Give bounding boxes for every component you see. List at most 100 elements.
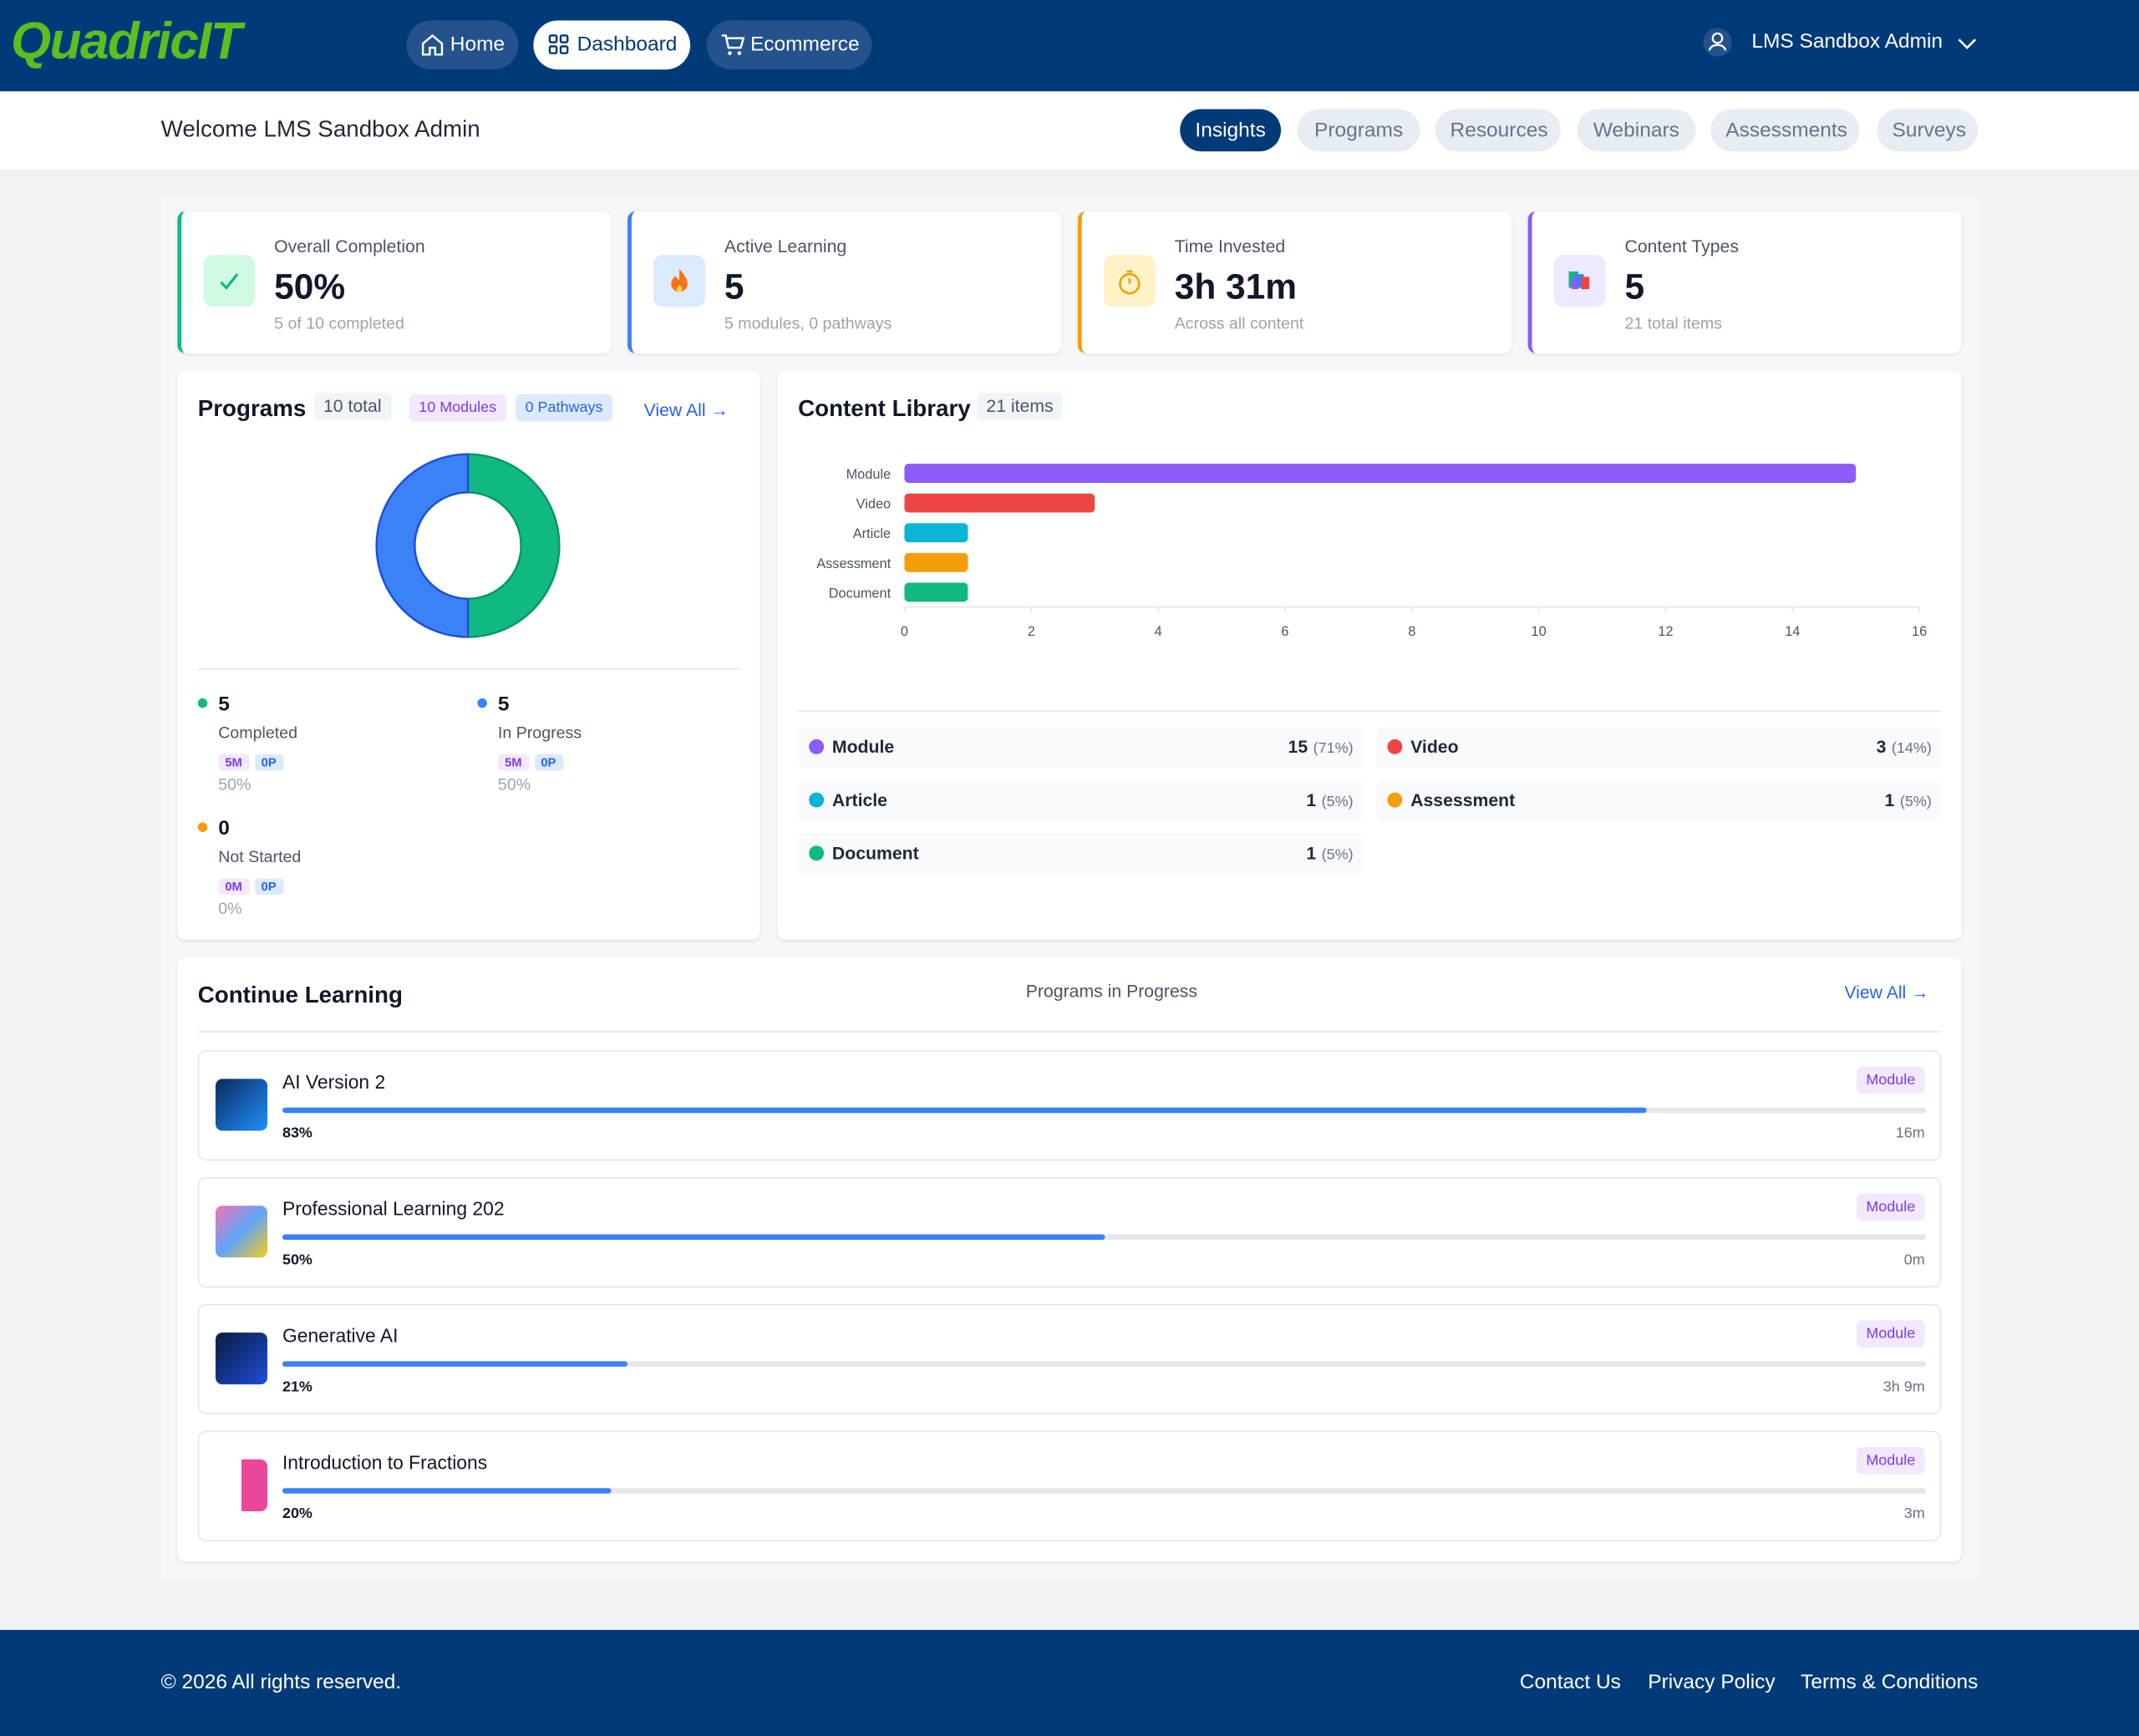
y-tick-label: Article — [853, 526, 891, 541]
legend-name: Assessment — [1410, 789, 1516, 810]
footer-link[interactable]: Privacy Policy — [1648, 1670, 1776, 1694]
stat-value: 50% — [274, 266, 346, 307]
tab[interactable]: Resources — [1435, 109, 1561, 152]
y-tick-label: Video — [856, 497, 891, 512]
progress-label: 21% — [282, 1378, 312, 1396]
stat-label: Content Types — [1624, 236, 1739, 256]
legend-share: (14%) — [1891, 740, 1932, 758]
status-dot — [477, 698, 487, 708]
status: 5 Completed 5M 0P 50% — [197, 693, 457, 802]
stat-sub: 5 modules, 0 pathways — [724, 313, 892, 333]
course-item[interactable]: AI Version 2 Module 83% 16m — [197, 1050, 1942, 1161]
view-all[interactable]: View All → — [1844, 982, 1929, 1003]
legend-share: (5%) — [1321, 846, 1354, 864]
legend-row: Assessment 1 (5%) — [1376, 779, 1942, 821]
status: 5 In Progress 5M 0P 50% — [477, 693, 736, 802]
tab[interactable]: Webinars — [1577, 109, 1696, 152]
nav-link[interactable]: Ecommerce — [706, 20, 872, 70]
tab[interactable]: Insights — [1180, 109, 1282, 152]
view-all[interactable]: View All → — [643, 399, 729, 420]
pathways-chip: 0 Pathways — [516, 393, 612, 422]
sub-header: Welcome LMS Sandbox Admin Insights Progra… — [0, 91, 2139, 170]
badge: 0P — [534, 754, 563, 771]
legend-name: Article — [831, 789, 887, 810]
legend-count: 3 — [1876, 736, 1887, 758]
bar — [904, 552, 968, 572]
status-dot — [197, 822, 208, 832]
progress-label: 50% — [282, 1251, 312, 1269]
stat-icon — [653, 255, 706, 307]
stat-value: 5 — [724, 266, 744, 307]
nav-label: Dashboard — [577, 33, 678, 56]
course-item[interactable]: Generative AI Module 21% 3h 9m — [197, 1303, 1942, 1415]
nav-link[interactable]: Dashboard — [533, 20, 691, 70]
status-badges: 5M 0P — [218, 749, 288, 773]
y-tick-label: Document — [829, 586, 892, 601]
thumbnail — [215, 1079, 267, 1131]
user-icon — [1703, 28, 1732, 57]
stat-icon — [1103, 255, 1156, 307]
status-percent: 50% — [497, 774, 531, 794]
course-item[interactable]: Professional Learning 202 Module 50% 0m — [197, 1176, 1942, 1288]
thumbnail — [215, 1332, 267, 1385]
stat-card: Content Types 5 21 total items — [1527, 211, 1962, 353]
progress-bar — [282, 1488, 612, 1494]
nav-icon — [721, 34, 745, 55]
legend-share: (71%) — [1313, 740, 1354, 758]
x-tick-label: 12 — [1658, 624, 1673, 639]
legend-row: Article 1 (5%) — [798, 779, 1364, 821]
progress-bar — [282, 1234, 1105, 1241]
donut-segment — [375, 453, 470, 638]
library-count: 21 items — [976, 393, 1064, 420]
bar-chart: 0 2 4 6 8 10 12 14 16 Module Video Article Assessmen… — [816, 464, 1927, 639]
stat-card: Active Learning 5 5 modules, 0 pathways — [627, 211, 1062, 353]
tab[interactable]: Programs — [1297, 109, 1420, 152]
status-percent: 50% — [218, 774, 251, 794]
footer-link[interactable]: Contact Us — [1519, 1670, 1621, 1694]
legend-count: 1 — [1306, 842, 1317, 864]
status-count: 5 — [218, 693, 230, 717]
x-tick-label: 10 — [1532, 624, 1547, 639]
divider — [197, 667, 741, 670]
stat-label: Time Invested — [1174, 236, 1286, 256]
legend-value: 3 (14%) — [1877, 737, 1932, 757]
bar — [904, 523, 968, 543]
x-tick-label: 4 — [1155, 624, 1162, 639]
tab[interactable]: Surveys — [1877, 109, 1979, 152]
welcome: Welcome LMS Sandbox Admin — [160, 115, 480, 142]
footer-link[interactable]: Terms & Conditions — [1801, 1670, 1979, 1694]
legend-value: 15 (71%) — [1288, 737, 1354, 757]
stat-card: Time Invested 3h 31m Across all content — [1077, 211, 1512, 353]
bar — [904, 464, 1857, 483]
tab[interactable]: Assessments — [1710, 109, 1860, 152]
status-count: 5 — [497, 693, 510, 717]
progress-track — [282, 1107, 1927, 1114]
course-tag: Module — [1856, 1066, 1925, 1094]
status-label: Not Started — [218, 846, 302, 866]
badge: 5M — [218, 754, 249, 771]
logo[interactable]: QuadricIT — [11, 13, 242, 71]
nav-link[interactable]: Home — [406, 20, 519, 70]
thumbnail — [215, 1459, 267, 1511]
continue-subtitle: Programs in Progress — [1025, 980, 1198, 1002]
legend-name: Module — [831, 736, 895, 758]
status-percent: 0% — [218, 898, 242, 918]
course-item[interactable]: Introduction to Fractions Module 20% 3m — [197, 1430, 1942, 1541]
stat-value: 3h 31m — [1174, 266, 1298, 307]
programs-card: Programs 10 total 10 Modules 0 Pathways … — [177, 371, 760, 940]
programs-title: Programs — [197, 395, 307, 422]
legend-count: 1 — [1884, 789, 1895, 810]
legend-row: Document 1 (5%) — [798, 833, 1364, 875]
progress-bar — [282, 1361, 628, 1367]
footer: © 2026 All rights reserved. Contact Us Pr… — [0, 1630, 2139, 1736]
x-tick-label: 8 — [1408, 624, 1415, 639]
x-tick-label: 2 — [1028, 624, 1035, 639]
continue-card: Continue Learning Programs in Progress V… — [177, 957, 1962, 1562]
badge: 0P — [254, 878, 283, 896]
course-title: Generative AI — [282, 1324, 399, 1347]
nav-label: Home — [450, 33, 506, 56]
legend-dot — [809, 739, 825, 754]
